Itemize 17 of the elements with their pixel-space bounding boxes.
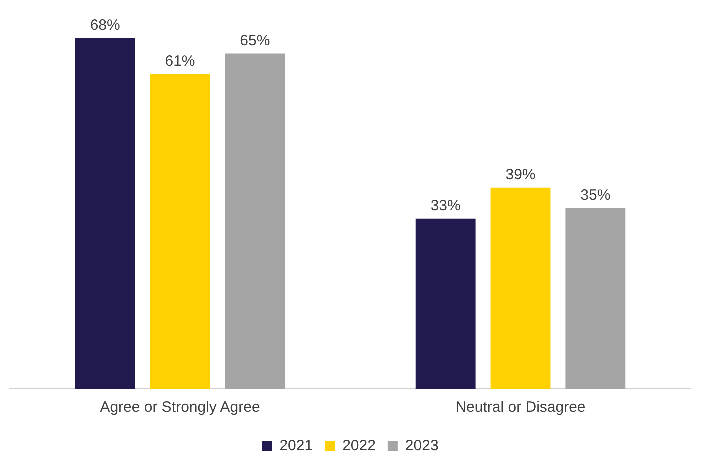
data-label: 68%	[90, 16, 120, 34]
bar	[225, 54, 286, 389]
bar	[416, 218, 476, 389]
data-label: 61%	[165, 53, 196, 70]
bar	[566, 208, 626, 389]
legend-label: 2021	[280, 438, 314, 455]
x-tick-label: Agree or Strongly Agree	[100, 399, 260, 416]
data-label: 35%	[580, 187, 611, 204]
legend-label: 2023	[405, 438, 439, 455]
data-label: 33%	[430, 197, 461, 214]
bar	[150, 74, 210, 389]
x-tick-label: Neutral or Disagree	[456, 399, 586, 416]
data-label: 65%	[240, 32, 270, 50]
bar	[490, 188, 551, 389]
legend-label: 2022	[342, 438, 376, 455]
data-label: 39%	[506, 166, 536, 184]
bar	[75, 38, 136, 389]
